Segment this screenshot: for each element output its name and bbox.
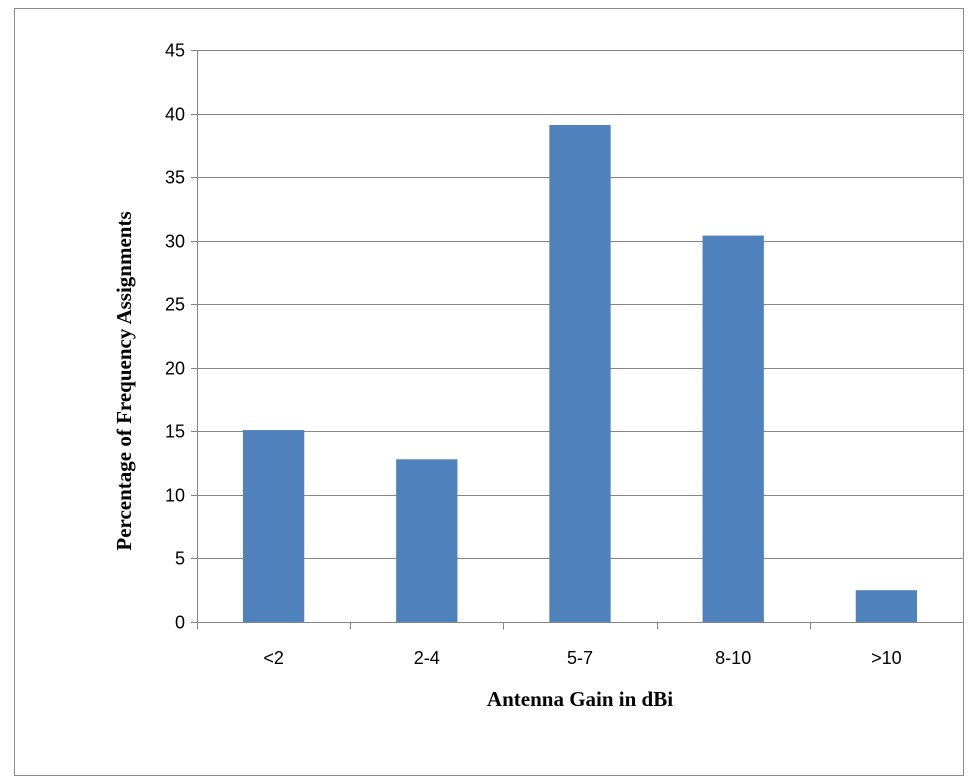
x-tick-label: <2 (263, 648, 284, 668)
y-tick-label: 15 (165, 422, 185, 442)
y-tick-label: 5 (175, 549, 185, 569)
y-tick-label: 30 (165, 232, 185, 252)
y-tick-label: 0 (175, 613, 185, 633)
chart-frame (14, 8, 964, 776)
bar-1 (396, 459, 458, 622)
x-tick-label: >10 (871, 648, 902, 668)
y-axis-ticks: 0 5 10 15 20 25 30 35 40 45 (165, 41, 197, 633)
y-tick-label: 10 (165, 486, 185, 506)
bar-3 (702, 235, 764, 622)
bar-4 (855, 590, 918, 622)
axes (197, 50, 963, 623)
x-tick-label: 2-4 (414, 648, 440, 668)
bars (242, 125, 918, 622)
x-tick-label: 5-7 (567, 648, 593, 668)
x-axis-ticks: <2 2-4 5-7 8-10 >10 (197, 622, 964, 668)
y-tick-label: 20 (165, 359, 185, 379)
x-tick-label: 8-10 (715, 648, 751, 668)
y-tick-label: 35 (165, 168, 185, 188)
bar-2 (549, 125, 611, 622)
y-tick-label: 25 (165, 295, 185, 315)
y-tick-label: 45 (165, 41, 185, 61)
y-axis-title: Percentage of Frequency Assignments (112, 211, 136, 550)
x-axis-title: Antenna Gain in dBi (487, 687, 673, 711)
y-tick-label: 40 (165, 105, 185, 125)
bar-0 (242, 430, 305, 622)
